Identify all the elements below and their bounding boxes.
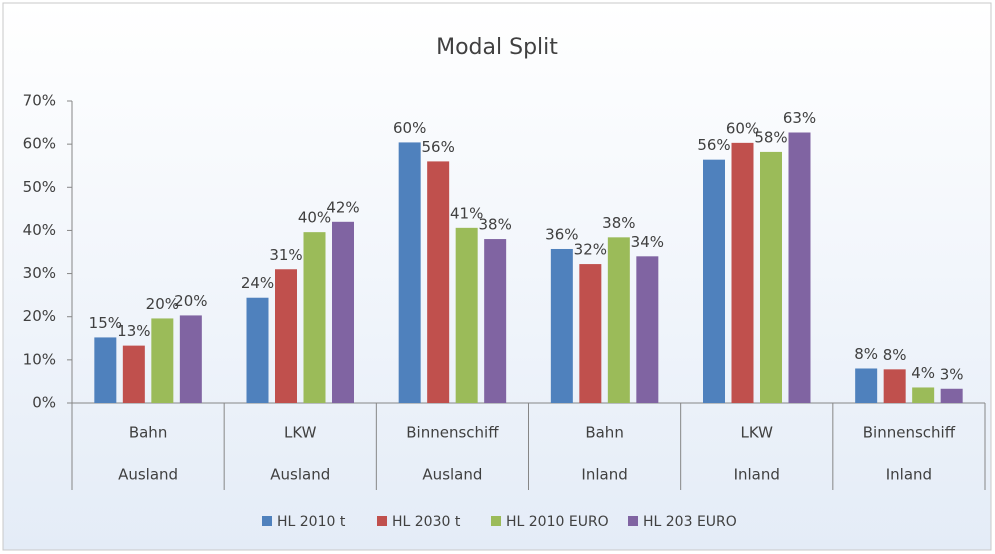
bar: [912, 387, 935, 403]
data-label: 41%: [450, 204, 483, 222]
legend-label: HL 2030 t: [392, 514, 461, 530]
bar: [636, 256, 659, 403]
x-group-label: Inland: [581, 466, 627, 484]
data-label: 34%: [631, 233, 664, 251]
bar: [788, 132, 811, 403]
y-tick-label: 20%: [23, 307, 56, 325]
y-tick-label: 0%: [32, 394, 56, 412]
x-group-label: Ausland: [422, 466, 482, 484]
y-tick-label: 40%: [23, 221, 56, 239]
data-label: 56%: [697, 136, 730, 154]
legend-swatch: [491, 516, 501, 526]
data-label: 24%: [241, 274, 274, 292]
bar: [731, 142, 754, 403]
bar: [703, 159, 725, 403]
bar: [398, 142, 421, 403]
data-label: 13%: [117, 322, 150, 340]
bar: [246, 297, 269, 403]
x-tick-label: LKW: [741, 424, 774, 442]
bar: [151, 318, 174, 403]
bar: [427, 161, 450, 403]
data-label: 20%: [174, 292, 207, 310]
data-label: 63%: [783, 109, 816, 127]
legend-swatch: [628, 516, 638, 526]
y-tick-label: 30%: [23, 264, 56, 282]
bar: [179, 315, 202, 403]
data-label: 60%: [726, 119, 759, 137]
data-label: 32%: [574, 241, 607, 259]
data-label: 15%: [89, 314, 122, 332]
bar: [303, 232, 326, 403]
bar: [607, 237, 630, 403]
bar: [883, 369, 906, 403]
bar: [484, 239, 507, 403]
bar: [940, 388, 963, 403]
data-label: 3%: [940, 365, 964, 383]
data-label: 56%: [421, 138, 454, 156]
x-tick-label: Bahn: [585, 424, 624, 442]
bar: [579, 264, 602, 403]
x-group-label: Ausland: [118, 466, 178, 484]
x-tick-label: Binnenschiff: [406, 424, 499, 442]
x-tick-label: Binnenschiff: [863, 424, 956, 442]
data-label: 38%: [478, 216, 511, 234]
y-tick-label: 70%: [23, 92, 56, 110]
legend-label: HL 2010 t: [277, 514, 346, 530]
bar: [332, 221, 354, 403]
data-label: 60%: [393, 119, 426, 137]
data-label: 8%: [883, 346, 907, 364]
data-label: 38%: [602, 214, 635, 232]
bar: [122, 345, 145, 403]
data-label: 36%: [545, 225, 578, 243]
legend-swatch: [377, 516, 387, 526]
y-tick-label: 10%: [23, 350, 56, 368]
legend-label: HL 203 EURO: [643, 514, 737, 530]
bar: [855, 368, 878, 403]
bar: [275, 269, 297, 403]
legend-label: HL 2010 EURO: [506, 514, 609, 530]
bar: [550, 248, 573, 403]
x-tick-label: Bahn: [129, 424, 168, 442]
x-group-label: Inland: [886, 466, 932, 484]
bar: [94, 337, 117, 403]
data-label: 20%: [146, 295, 179, 313]
chart-title: Modal Split: [436, 35, 558, 60]
bar: [760, 151, 782, 403]
legend-swatch: [262, 516, 272, 526]
x-group-label: Ausland: [270, 466, 330, 484]
bar: [455, 227, 478, 403]
data-label: 58%: [754, 128, 787, 146]
data-label: 31%: [269, 246, 302, 264]
x-group-label: Inland: [734, 466, 780, 484]
y-tick-label: 50%: [23, 178, 56, 196]
data-label: 42%: [326, 198, 359, 216]
data-label: 40%: [298, 209, 331, 227]
x-tick-label: LKW: [284, 424, 317, 442]
data-label: 8%: [854, 345, 878, 363]
y-tick-label: 60%: [23, 135, 56, 153]
data-label: 4%: [911, 364, 935, 382]
